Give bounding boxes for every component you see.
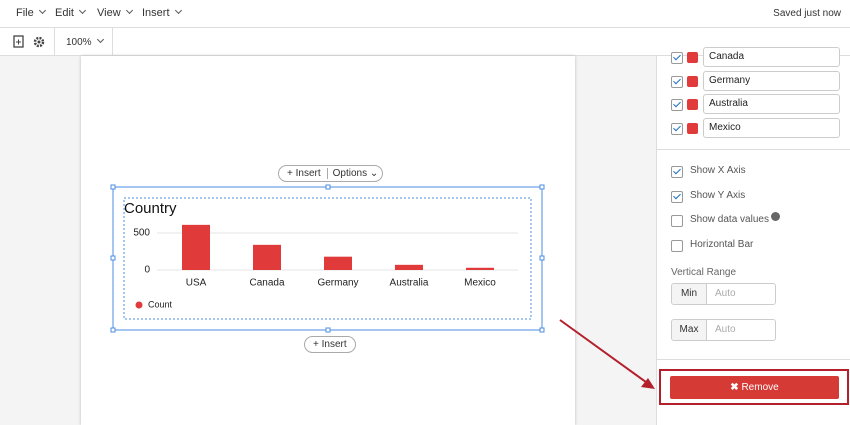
checkbox[interactable] bbox=[671, 190, 683, 203]
series-name-input[interactable]: Germany bbox=[703, 70, 840, 91]
series-name-input[interactable]: Mexico bbox=[703, 117, 840, 138]
color-swatch[interactable] bbox=[687, 52, 698, 63]
toolbar: 100% bbox=[0, 28, 850, 56]
color-swatch[interactable] bbox=[687, 99, 698, 110]
insert-button[interactable]: + Insert Options ⌄ bbox=[278, 165, 384, 182]
menu-item[interactable]: Edit bbox=[55, 7, 85, 19]
arrow bbox=[559, 319, 655, 389]
menu-item[interactable]: Insert bbox=[142, 7, 181, 19]
insert-label: Insert bbox=[321, 339, 347, 350]
checkbox[interactable] bbox=[671, 239, 683, 252]
info-icon bbox=[771, 212, 780, 221]
y-tick-label: 0 bbox=[144, 265, 150, 276]
min-input[interactable]: Min Auto bbox=[671, 283, 776, 305]
max-input[interactable]: Max Auto bbox=[671, 319, 776, 341]
highlight-box bbox=[659, 369, 849, 405]
checkbox[interactable] bbox=[671, 99, 683, 111]
sidebar: Vertical Range Min Auto Max Auto ✖ Remove … bbox=[656, 47, 850, 425]
menu-bar: Saved just now File Edit View Insert bbox=[0, 0, 850, 28]
checkbox[interactable] bbox=[671, 52, 683, 64]
series-name-input[interactable]: Canada bbox=[703, 47, 840, 67]
checkbox[interactable] bbox=[671, 215, 683, 227]
chart-title: Country bbox=[124, 200, 177, 217]
option-label[interactable]: Show X Axis bbox=[690, 165, 746, 176]
range-title: Vertical Range bbox=[671, 267, 737, 278]
checkbox[interactable] bbox=[671, 75, 683, 88]
save-status: Saved just now bbox=[773, 8, 841, 19]
bar bbox=[395, 264, 423, 270]
color-swatch[interactable] bbox=[687, 75, 698, 87]
x-tick-label: USA bbox=[186, 278, 207, 289]
checkbox[interactable] bbox=[671, 166, 683, 178]
toolbar-icons[interactable] bbox=[12, 34, 52, 50]
options-button[interactable]: Options bbox=[326, 168, 368, 179]
min-placeholder: Auto bbox=[715, 288, 736, 299]
zoom[interactable]: 100% bbox=[66, 37, 103, 48]
chart[interactable]: Country 0 500 USA Canada Germany Australia Mex… bbox=[110, 184, 546, 334]
insert-button[interactable]: + Insert bbox=[304, 336, 356, 353]
option-label[interactable]: Horizontal Bar bbox=[690, 238, 754, 250]
bar bbox=[466, 267, 494, 270]
legend-label: Count bbox=[148, 299, 173, 309]
document-page bbox=[81, 56, 575, 425]
option-label[interactable]: Show data values bbox=[690, 214, 769, 225]
max-placeholder: Auto bbox=[715, 324, 736, 335]
remove-label: Remove bbox=[741, 382, 779, 393]
bar bbox=[253, 244, 281, 270]
max-label: Max bbox=[672, 320, 707, 340]
x-tick-label: Canada bbox=[249, 278, 284, 289]
min-label: Min bbox=[672, 284, 707, 304]
x-tick-label: Australia bbox=[390, 278, 429, 289]
checkbox[interactable] bbox=[671, 122, 683, 135]
remove-button[interactable]: ✖ Remove bbox=[670, 376, 839, 399]
insert-label: Insert bbox=[295, 168, 321, 179]
color-swatch[interactable] bbox=[687, 122, 698, 134]
x-tick-label: Germany bbox=[317, 278, 358, 289]
x-tick-label: Mexico bbox=[464, 278, 496, 289]
bar bbox=[324, 256, 352, 270]
series-name-input[interactable]: Australia bbox=[703, 94, 840, 114]
legend-swatch bbox=[135, 301, 143, 309]
option-label[interactable]: Show Y Axis bbox=[690, 189, 746, 201]
menu-item[interactable]: File bbox=[16, 7, 45, 19]
y-tick-label: 500 bbox=[133, 228, 150, 239]
bar bbox=[182, 224, 210, 270]
menu-item[interactable]: View bbox=[97, 7, 132, 19]
